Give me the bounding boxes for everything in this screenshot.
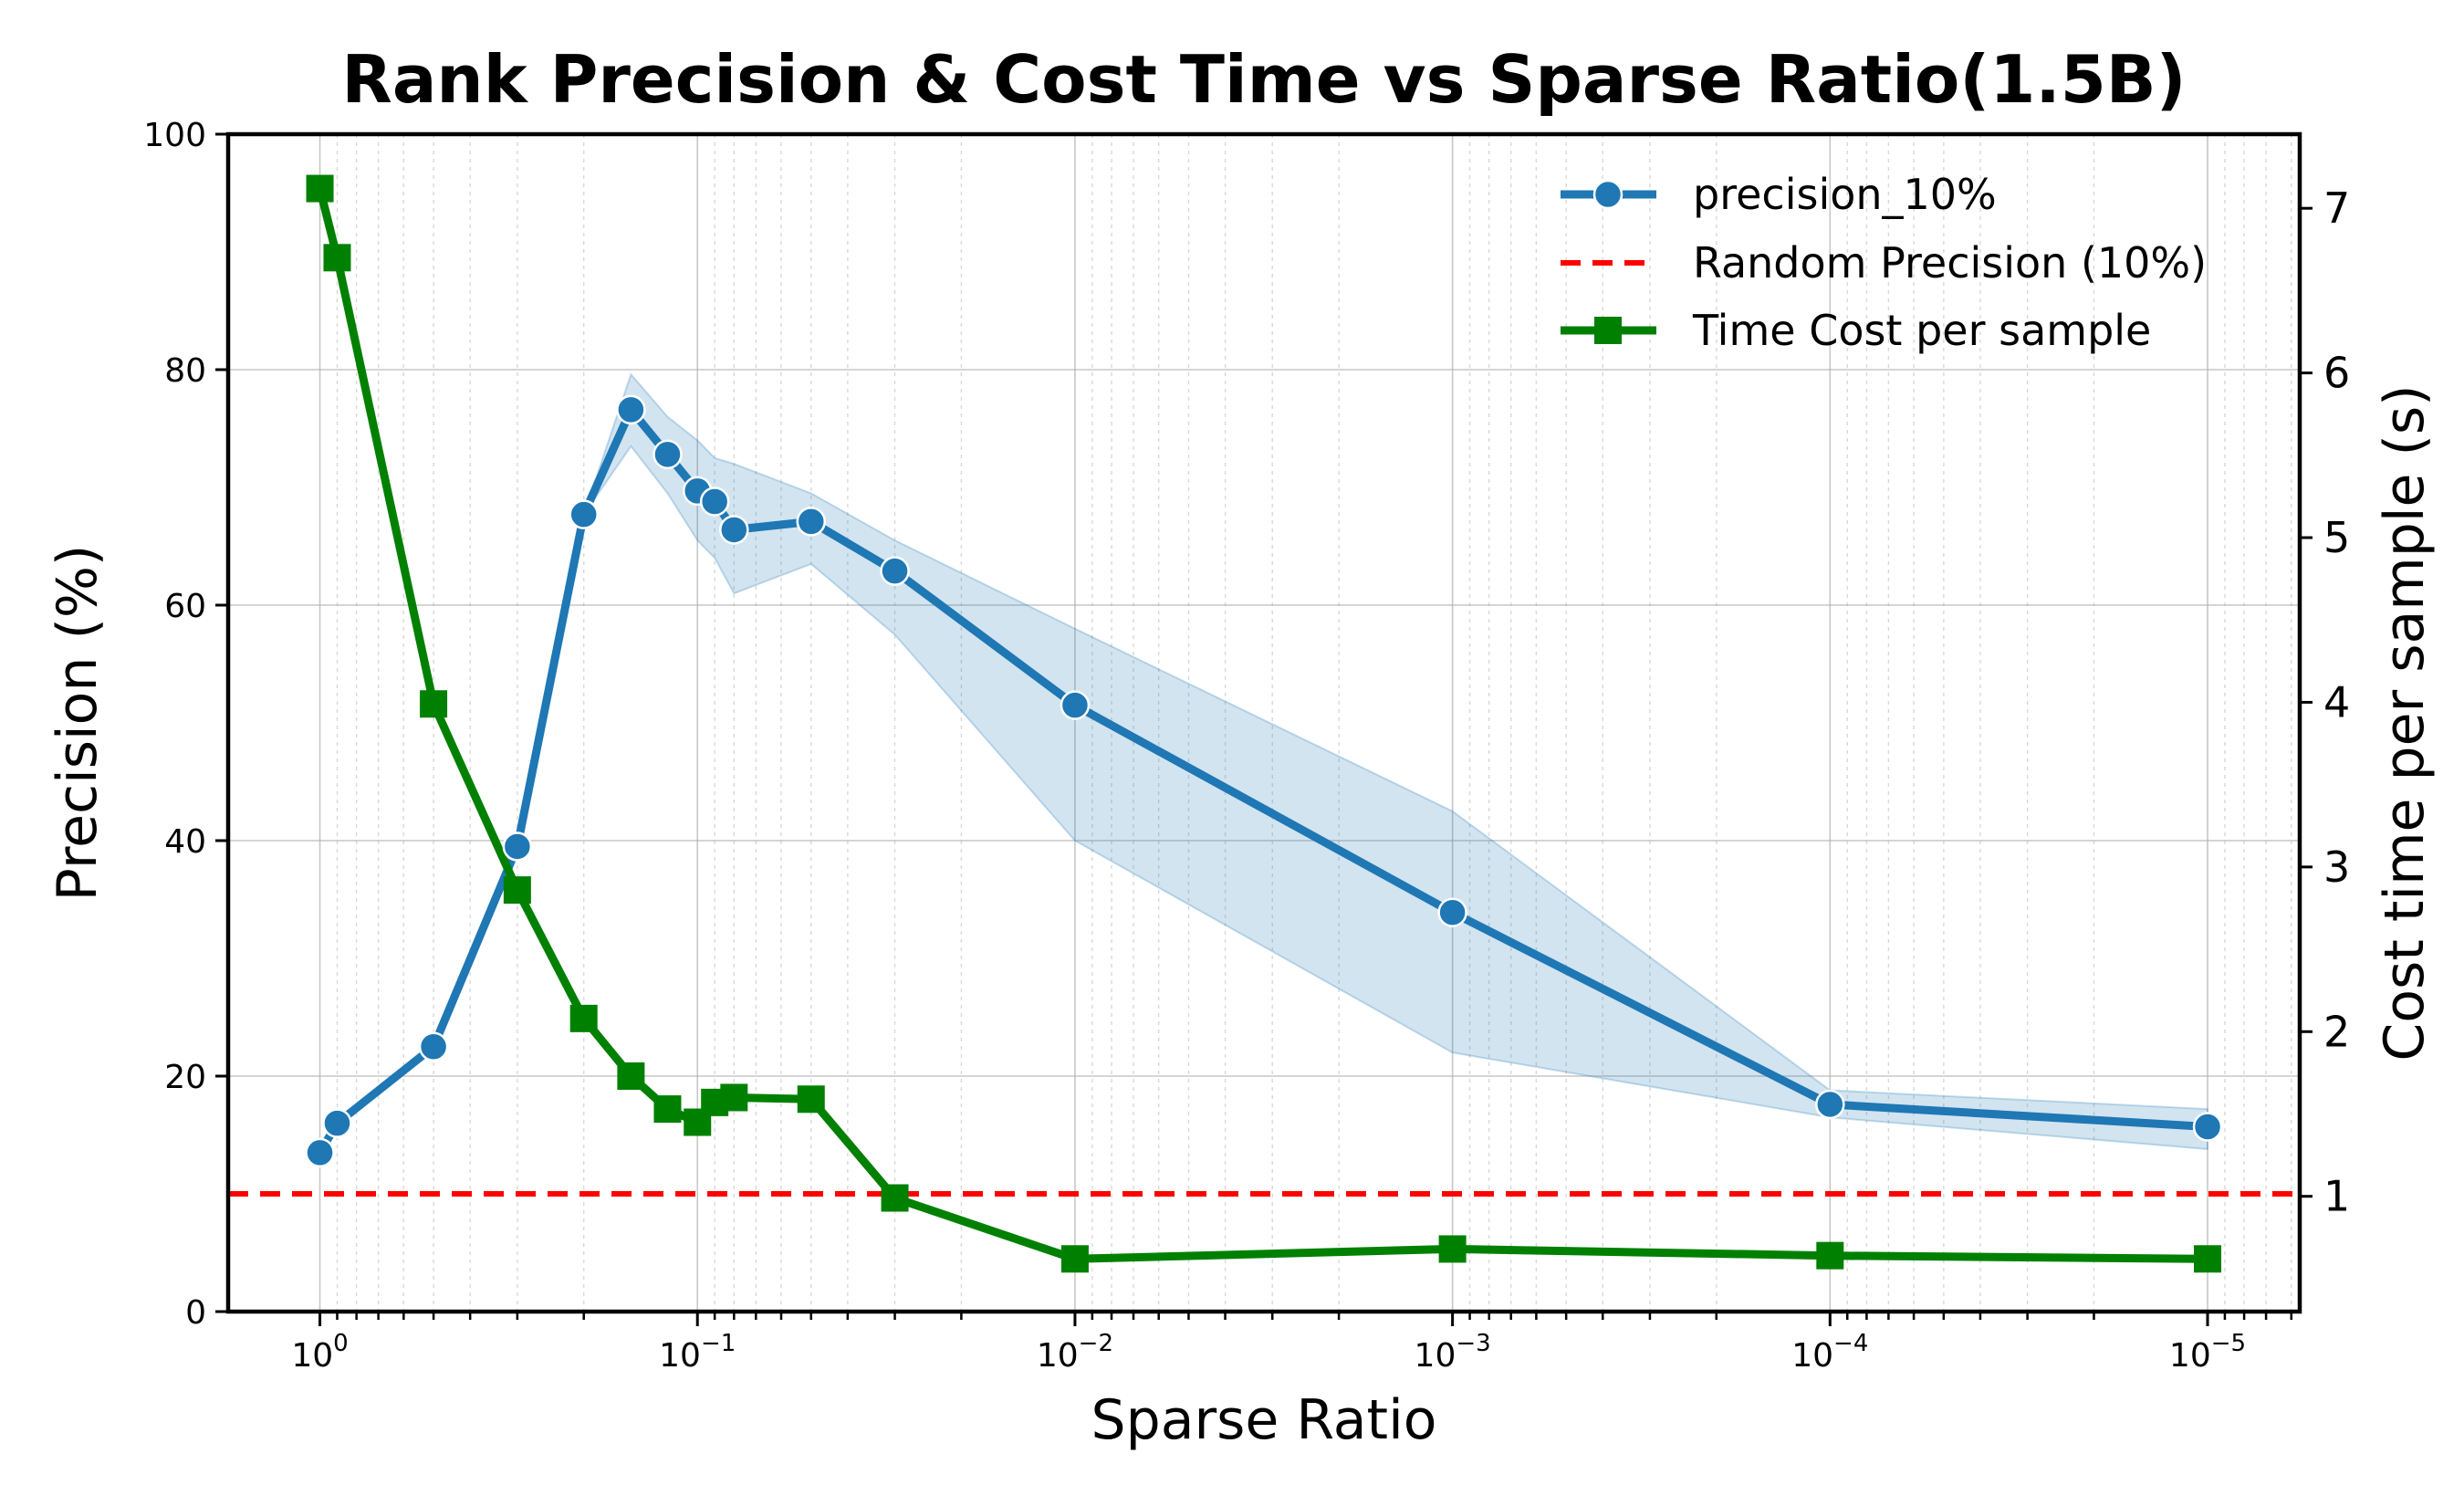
y-right-tick-label: 2	[2323, 1007, 2350, 1056]
time-cost-point	[503, 876, 531, 905]
precision-point	[418, 1031, 449, 1062]
legend: precision_10% Random Precision (10%) Tim…	[1561, 170, 2207, 355]
time-cost-point	[420, 690, 448, 718]
y-tick-label: 80	[164, 352, 206, 390]
time-cost-point	[797, 1085, 825, 1114]
time-cost-point	[653, 1095, 682, 1124]
y-right-tick-label: 1	[2323, 1172, 2350, 1221]
y-right-tick-label: 7	[2323, 183, 2350, 233]
x-tick-label: 10−1	[659, 1330, 736, 1375]
y-right-tick-label: 5	[2323, 513, 2350, 562]
series-markers-layer	[305, 174, 2223, 1273]
y-right-tick-label: 6	[2323, 349, 2350, 398]
time-cost-point	[617, 1062, 645, 1090]
legend-random-label: Random Precision (10%)	[1693, 238, 2207, 288]
time-cost-point	[323, 244, 351, 272]
precision-point	[502, 831, 533, 862]
time-cost-point	[306, 174, 334, 203]
precision-point	[880, 556, 910, 586]
precision-point	[1815, 1089, 1845, 1120]
y-axis-right-label: Cost time per sample (s)	[2373, 384, 2437, 1061]
y-tick-label: 100	[143, 117, 206, 154]
precision-point	[653, 439, 683, 470]
precision-point	[322, 1108, 352, 1138]
legend-time-label: Time Cost per sample	[1692, 306, 2151, 355]
precision-point	[1060, 690, 1091, 720]
legend-precision-marker	[1592, 179, 1624, 210]
time-cost-point	[1060, 1245, 1089, 1273]
time-cost-point	[2194, 1245, 2222, 1273]
x-tick-label: 100	[291, 1330, 348, 1375]
legend-time-marker	[1594, 317, 1622, 344]
time-cost-point	[720, 1083, 748, 1112]
y-tick-label: 0	[185, 1294, 206, 1332]
precision-point	[305, 1137, 335, 1168]
precision-point	[699, 486, 730, 517]
y-axis-label: Precision (%)	[46, 545, 110, 902]
x-tick-label: 10−2	[1037, 1330, 1113, 1375]
y-right-tick-label: 4	[2323, 677, 2350, 727]
legend-precision-label: precision_10%	[1693, 170, 1997, 219]
plot-area-frame	[225, 131, 2302, 1314]
x-axis-label: Sparse Ratio	[1091, 1388, 1437, 1452]
x-tick-label: 10−4	[1791, 1330, 1868, 1375]
ticks: 100 10−1 10−2 10−3 10−4 10−5 0 20 40 60 80 100 1 2 3 4 5…	[143, 117, 2350, 1375]
precision-point	[2192, 1112, 2223, 1142]
time-cost-point	[1816, 1241, 1844, 1270]
y-tick-label: 60	[164, 588, 206, 625]
x-tick-label: 10−5	[2169, 1330, 2246, 1375]
precision-point	[569, 499, 599, 529]
y-tick-label: 40	[164, 823, 206, 861]
precision-point	[616, 394, 646, 425]
time-cost-point	[569, 1004, 598, 1032]
x-tick-label: 10−3	[1415, 1330, 1491, 1375]
y-tick-label: 20	[164, 1059, 206, 1096]
precision-point	[719, 515, 749, 545]
precision-point	[796, 507, 827, 537]
y-right-tick-label: 3	[2323, 842, 2350, 892]
precision-point	[1437, 897, 1467, 927]
chart-title: Rank Precision & Cost Time vs Sparse Rat…	[341, 41, 2186, 118]
time-cost-point	[881, 1184, 909, 1212]
time-cost-point	[1438, 1235, 1467, 1263]
